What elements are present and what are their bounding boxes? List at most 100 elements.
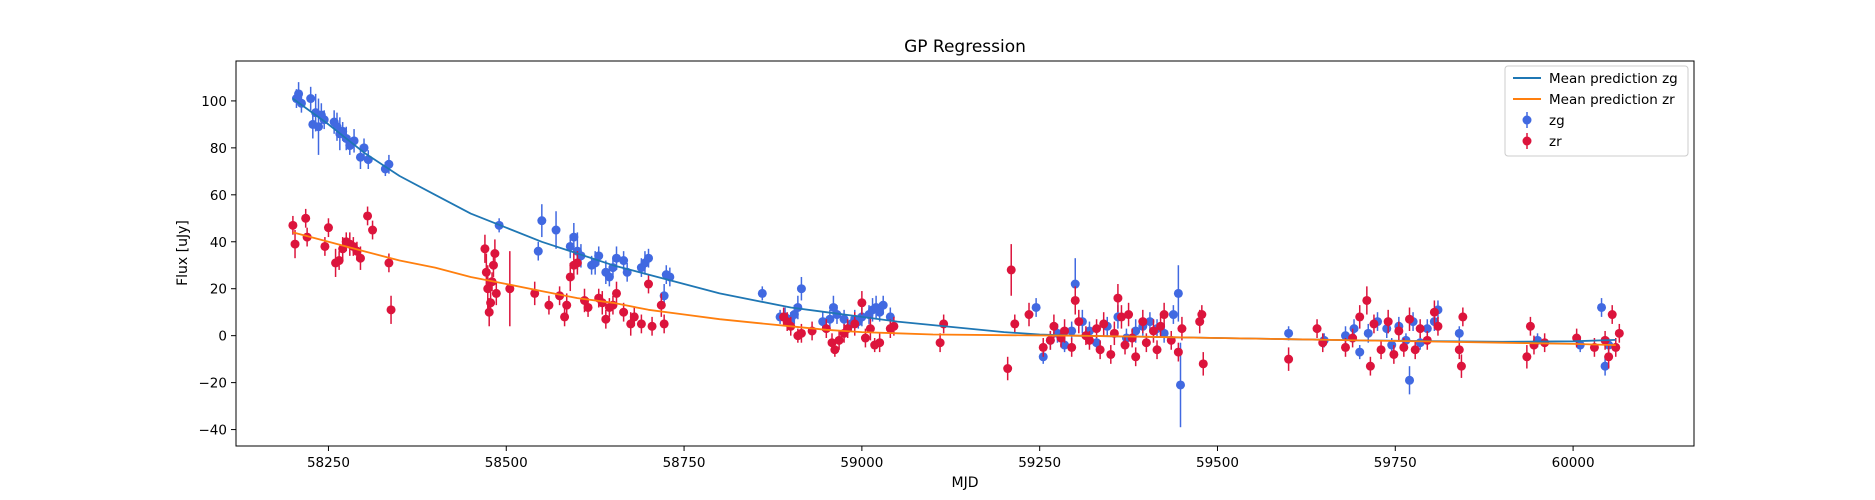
data-point-zg-104 [1454, 326, 1464, 341]
data-point-zg-49 [793, 295, 803, 320]
data-point-zr-98 [1131, 347, 1141, 367]
marker-zr-66 [860, 333, 870, 343]
marker-zr-118 [1365, 361, 1375, 371]
data-point-zr-121 [1383, 309, 1393, 334]
marker-zr-61 [834, 335, 844, 345]
marker-zg-3 [306, 94, 316, 104]
marker-zg-51 [818, 317, 828, 327]
data-point-zr-2 [301, 208, 311, 228]
data-point-zr-127 [1415, 319, 1425, 339]
data-point-zg-85 [1173, 265, 1183, 322]
marker-zg-35 [612, 253, 622, 263]
marker-zr-83 [1067, 342, 1077, 352]
marker-zg-16 [355, 152, 365, 162]
marker-zr-111 [1284, 354, 1294, 364]
marker-zr-106 [1173, 347, 1183, 357]
data-point-zr-84 [1070, 286, 1080, 315]
data-point-zr-40 [601, 309, 611, 329]
data-point-zr-85 [1074, 309, 1084, 334]
marker-zr-26 [491, 288, 501, 298]
marker-zg-86 [1175, 380, 1185, 390]
data-point-zr-94 [1116, 305, 1126, 329]
marker-zr-64 [850, 319, 860, 329]
x-tick-label-58250: 58250 [307, 455, 350, 471]
marker-zr-80 [1049, 321, 1059, 331]
marker-zr-45 [626, 319, 636, 329]
data-point-zg-91 [1355, 345, 1365, 360]
data-point-zg-44 [757, 286, 767, 301]
marker-zg-23 [537, 216, 547, 226]
marker-zr-107 [1177, 324, 1187, 334]
marker-zg-26 [569, 232, 579, 242]
data-point-zr-141 [1604, 345, 1614, 369]
marker-zr-129 [1429, 307, 1439, 317]
data-point-zr-144 [1614, 323, 1624, 343]
data-point-zr-78 [1038, 338, 1048, 357]
data-point-zr-58 [821, 319, 831, 339]
legend-swatch-zr-points [1522, 133, 1532, 149]
marker-zg-44 [757, 288, 767, 298]
y-tick-label-20: 20 [210, 282, 227, 298]
data-point-zr-129 [1429, 300, 1439, 324]
data-point-zr-15 [368, 220, 378, 240]
data-point-zr-103 [1156, 314, 1166, 339]
data-point-zr-47 [636, 314, 646, 334]
data-point-zr-14 [363, 206, 373, 226]
data-point-zr-72 [935, 333, 945, 353]
data-point-zr-61 [834, 330, 844, 350]
marker-zr-89 [1095, 345, 1105, 355]
marker-zr-114 [1341, 342, 1351, 352]
data-point-zr-82 [1060, 319, 1070, 343]
data-point-zr-74 [1003, 356, 1013, 381]
x-tick-label-59250: 59250 [1018, 455, 1061, 471]
data-point-zr-25 [490, 239, 500, 268]
marker-zr-126 [1410, 345, 1420, 355]
legend: Mean prediction zg Mean prediction zr zg… [1504, 65, 1689, 157]
data-point-zg-54 [832, 305, 842, 324]
marker-zr-76 [1010, 319, 1020, 329]
data-point-zr-117 [1362, 286, 1372, 315]
marker-zr-125 [1405, 314, 1415, 324]
marker-zg-24 [551, 225, 561, 235]
marker-zg-85 [1173, 288, 1183, 298]
marker-zr-110 [1197, 310, 1207, 320]
marker-zr-50 [656, 300, 666, 310]
marker-zr-51 [659, 319, 669, 329]
marker-zr-37 [583, 302, 593, 312]
marker-zr-0 [288, 220, 298, 230]
x-tick-label-59000: 59000 [840, 455, 883, 471]
data-point-zg-64 [878, 295, 888, 315]
marker-zr-35 [572, 258, 582, 268]
marker-zr-58 [821, 324, 831, 334]
marker-zr-109 [1198, 359, 1208, 369]
data-point-zr-31 [560, 307, 570, 327]
data-point-zg-98 [1405, 366, 1415, 395]
data-point-zr-113 [1318, 333, 1328, 353]
marker-zr-19 [481, 267, 491, 277]
data-point-zr-35 [572, 251, 582, 275]
legend-label-zr-line: Mean prediction zr [1549, 92, 1675, 108]
data-point-zr-5 [323, 218, 333, 238]
data-point-zg-84 [1168, 305, 1178, 324]
legend-swatch-zg-points [1522, 112, 1532, 128]
marker-zr-65 [857, 298, 867, 308]
marker-zr-25 [490, 249, 500, 258]
data-point-zg-107 [1597, 298, 1607, 317]
legend-label-zg-points: zg [1549, 113, 1565, 129]
marker-zg-55 [839, 314, 849, 324]
marker-zr-90 [1099, 319, 1109, 329]
marker-zr-14 [363, 211, 373, 221]
marker-zr-101 [1148, 326, 1158, 336]
data-point-zg-24 [551, 211, 561, 249]
data-point-zr-101 [1148, 319, 1158, 343]
marker-zr-117 [1362, 295, 1372, 305]
data-point-zg-86 [1175, 342, 1185, 428]
y-axis-ticks: −40 −20 0 20 40 60 80 100 [199, 94, 236, 439]
marker-zr-104 [1159, 310, 1169, 320]
data-point-zr-90 [1099, 312, 1109, 336]
marker-zr-130 [1433, 321, 1443, 331]
data-point-zr-102 [1152, 340, 1162, 360]
data-point-zr-17 [386, 295, 396, 324]
marker-zr-95 [1120, 340, 1130, 350]
